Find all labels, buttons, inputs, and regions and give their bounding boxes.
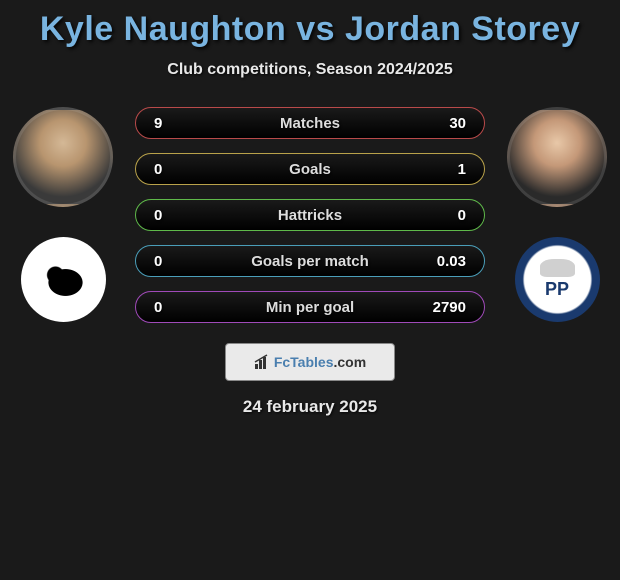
stat-row: 0 Goals per match 0.03 [135, 245, 485, 277]
stat-left-value: 9 [154, 115, 162, 132]
stat-row: 9 Matches 30 [135, 107, 485, 139]
stat-left-value: 0 [154, 253, 162, 270]
stat-right-value: 1 [458, 161, 466, 178]
stat-label: Goals per match [136, 253, 484, 270]
stat-right-value: 2790 [433, 299, 466, 316]
stat-left-value: 0 [154, 161, 162, 178]
stat-right-value: 0 [458, 207, 466, 224]
stat-row: 0 Hattricks 0 [135, 199, 485, 231]
stat-right-value: 0.03 [437, 253, 466, 270]
player-right-club-badge [515, 237, 600, 322]
stat-left-value: 0 [154, 207, 162, 224]
player-left-avatar [13, 107, 113, 207]
left-player-column [8, 107, 118, 322]
stat-label: Hattricks [136, 207, 484, 224]
branding-box[interactable]: FcTables.com [225, 343, 395, 381]
chart-icon [254, 354, 270, 370]
date-label: 24 february 2025 [0, 397, 620, 417]
page-title: Kyle Naughton vs Jordan Storey [0, 10, 620, 49]
comparison-card: Kyle Naughton vs Jordan Storey Club comp… [0, 0, 620, 427]
stat-right-value: 30 [449, 115, 466, 132]
stat-row: 0 Goals 1 [135, 153, 485, 185]
player-left-club-badge [21, 237, 106, 322]
subtitle: Club competitions, Season 2024/2025 [0, 61, 620, 79]
right-player-column [502, 107, 612, 322]
player-right-avatar [507, 107, 607, 207]
stats-list: 9 Matches 30 0 Goals 1 0 Hattricks 0 0 G… [135, 107, 485, 323]
stat-left-value: 0 [154, 299, 162, 316]
stat-row: 0 Min per goal 2790 [135, 291, 485, 323]
stat-label: Matches [136, 115, 484, 132]
branding-text: FcTables.com [274, 354, 366, 370]
stat-label: Goals [136, 161, 484, 178]
main-area: 9 Matches 30 0 Goals 1 0 Hattricks 0 0 G… [0, 107, 620, 417]
